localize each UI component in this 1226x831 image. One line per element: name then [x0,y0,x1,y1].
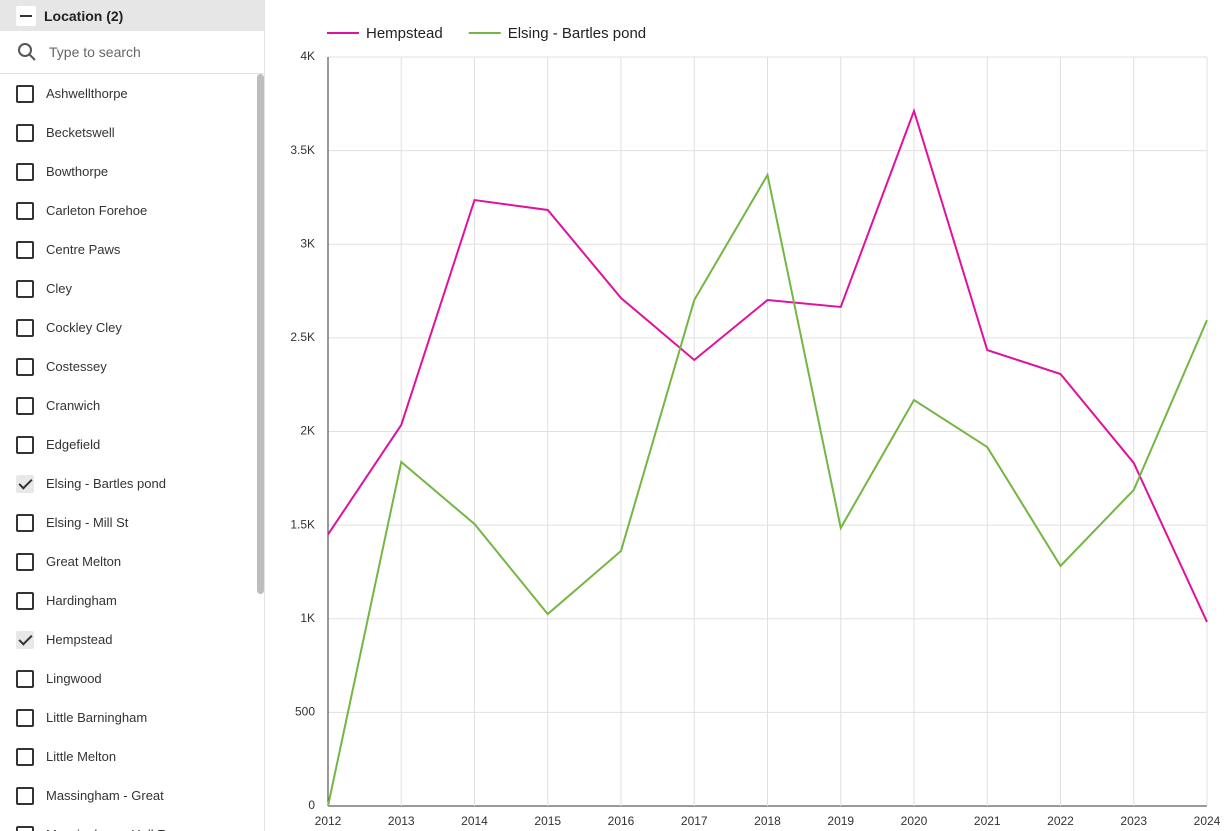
x-tick-label: 2024 [1194,814,1221,828]
option-label: Bowthorpe [46,164,109,179]
checkbox[interactable] [16,240,34,259]
option[interactable]: Centre Paws [0,230,264,269]
checkbox[interactable] [16,513,34,532]
option-label: Great Melton [46,554,122,569]
x-tick-label: 2022 [1047,814,1074,828]
checkbox[interactable] [16,318,34,337]
x-tick-label: 2016 [608,814,635,828]
checkbox[interactable] [16,747,34,766]
option[interactable]: Bowthorpe [0,152,264,191]
checkbox[interactable] [16,201,34,220]
checkbox[interactable] [16,279,34,298]
y-tick-label: 3K [300,236,315,250]
option[interactable]: Lingwood [0,659,264,698]
option-label: Elsing - Mill St [46,515,129,530]
option-label: Massingham - Great [46,788,164,803]
option[interactable]: Elsing - Mill St [0,503,264,542]
series-line [327,172,1208,807]
checkbox[interactable] [16,708,34,727]
option[interactable]: Great Melton [0,542,264,581]
option-label: Ashwellthorpe [46,86,128,101]
chart: 0 500 1K 1.5K 2K 2.5K 3K 3.5K 4K 2012 2013 2014 2015… [290,25,1221,828]
option-label: Cley [46,281,73,296]
checkbox[interactable] [16,435,34,454]
option[interactable]: Massingham - Great [0,776,264,815]
option-label: Edgefield [46,437,101,452]
option[interactable]: Becketswell [0,113,264,152]
option-label: Hardingham [46,593,117,608]
option[interactable]: Edgefield [0,425,264,464]
checkbox[interactable] [16,474,34,493]
x-tick-label: 2015 [534,814,561,828]
collapse-icon[interactable] [16,5,36,26]
checkbox[interactable] [16,396,34,415]
option-list: Ashwellthorpe Becketswell Bowthorpe Carleto… [0,74,264,831]
checkbox[interactable] [16,552,34,571]
checkbox[interactable] [16,591,34,610]
option-label: Elsing - Bartles pond [46,476,166,491]
y-tick-label: 0 [308,798,315,812]
checkbox[interactable] [16,786,34,805]
option[interactable]: Hempstead [0,620,264,659]
option-label: Cranwich [46,398,101,413]
option-label: Lingwood [46,671,102,686]
option[interactable]: Carleton Forehoe [0,191,264,230]
checkbox[interactable] [16,357,34,376]
option-label: Carleton Forehoe [46,203,148,218]
option-label: Massingham - Hall Farm [46,827,188,831]
x-tick-label: 2023 [1120,814,1147,828]
checkbox[interactable] [16,84,34,103]
y-tick-label: 4K [300,49,315,63]
series-line [327,107,1208,623]
y-tick-label: 1K [300,611,315,625]
checkbox[interactable] [16,669,34,688]
option[interactable]: Costessey [0,347,264,386]
option[interactable]: Cockley Cley [0,308,264,347]
y-tick-label: 2.5K [290,330,315,344]
x-tick-label: 2018 [754,814,781,828]
filter-panel: Location (2) Type to search Ashwellthorp… [0,0,265,831]
checkbox[interactable] [16,825,34,831]
option[interactable]: Little Melton [0,737,264,776]
option-label: Little Melton [46,749,117,764]
option-label: Costessey [46,359,107,374]
scrollbar[interactable] [257,74,264,594]
x-tick-label: 2013 [388,814,415,828]
option[interactable]: Little Barningham [0,698,264,737]
y-tick-label: 2K [300,424,315,438]
filter-title: Location (2) [44,7,124,24]
option[interactable]: Massingham - Hall Farm [0,815,264,831]
option-label: Little Barningham [46,710,148,725]
x-tick-label: 2020 [901,814,928,828]
option[interactable]: Elsing - Bartles pond [0,464,264,503]
checkbox[interactable] [16,630,34,649]
option-label: Cockley Cley [46,320,122,335]
option[interactable]: Cranwich [0,386,264,425]
x-tick-label: 2012 [315,814,342,828]
option[interactable]: Hardingham [0,581,264,620]
option[interactable]: Cley [0,269,264,308]
option-label: Hempstead [46,632,113,647]
x-tick-label: 2019 [827,814,854,828]
x-tick-label: 2017 [681,814,708,828]
y-tick-label: 500 [295,705,315,719]
option[interactable]: Ashwellthorpe [0,74,264,113]
legend-label: Elsing - Bartles pond [508,25,646,42]
checkbox[interactable] [16,123,34,142]
checkbox[interactable] [16,162,34,181]
y-tick-label: 1.5K [290,517,315,531]
filter-header[interactable]: Location (2) [0,0,264,31]
option-label: Centre Paws [46,242,121,257]
search-icon [18,43,36,61]
search-placeholder: Type to search [49,44,141,60]
legend-label: Hempstead [366,25,443,42]
option-label: Becketswell [46,125,115,140]
y-tick-label: 3.5K [290,143,315,157]
search-box[interactable]: Type to search [0,31,264,74]
x-tick-label: 2014 [461,814,488,828]
x-tick-label: 2021 [974,814,1001,828]
